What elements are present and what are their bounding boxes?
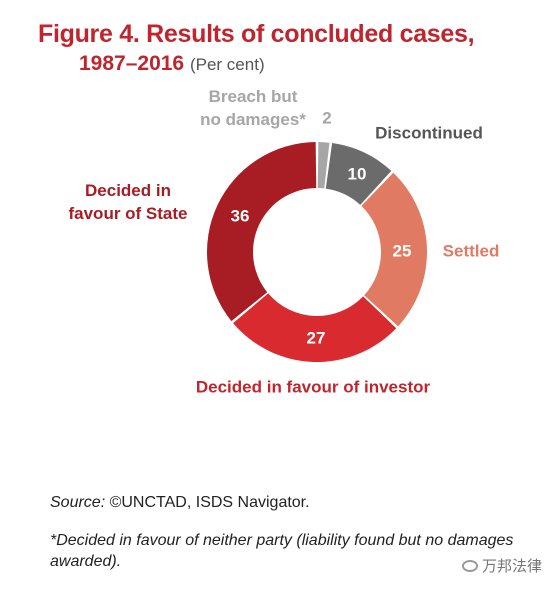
slice-value-2: 25 — [393, 242, 412, 261]
footnote: *Decided in favour of neither party (lia… — [50, 532, 514, 570]
slice-label-line: Settled — [443, 242, 500, 261]
slice-label-3: Decided in favour of investor — [196, 378, 431, 397]
slice-label-4: Decided in favour of State — [68, 181, 187, 223]
slice-value-4: 36 — [231, 207, 250, 226]
watermark: 万邦法律 — [462, 555, 542, 576]
donut-slice-3 — [233, 293, 397, 362]
slice-label-line: Discontinued — [375, 124, 483, 143]
slice-label-1: Discontinued — [375, 124, 483, 143]
slice-label-line: no damages* — [200, 110, 306, 129]
slice-label-line: Breach but — [209, 90, 298, 106]
donut-chart: 2 Breach but no damages* 10 Discontinued 25 Se… — [68, 90, 500, 397]
donut-slice-1 — [325, 143, 392, 205]
chart-period: 1987–2016 — [79, 52, 185, 75]
chart-title: Figure 4. Results of concluded cases, — [38, 20, 475, 48]
slice-label-2: Settled — [443, 242, 500, 261]
source-text: ©UNCTAD, ISDS Navigator. — [105, 494, 310, 511]
slice-label-line: favour of State — [68, 204, 187, 223]
source-note: Source: ©UNCTAD, ISDS Navigator. — [50, 494, 310, 512]
slice-value-0: 2 — [322, 109, 331, 128]
donut-slice-4 — [206, 142, 317, 322]
slice-label-line: Decided in — [85, 181, 171, 200]
slice-value-3: 27 — [307, 329, 326, 348]
source-label: Source: — [50, 494, 106, 511]
slice-value-1: 10 — [348, 165, 367, 184]
donut-slice-0 — [317, 142, 330, 189]
slice-label-line: Decided in favour of investor — [196, 378, 431, 397]
chart-unit: (Per cent) — [189, 55, 265, 74]
chat-icon — [462, 559, 478, 572]
chart-subtitle: 1987–2016 (Per cent) — [79, 52, 265, 76]
slice-label-0: Breach but no damages* — [200, 90, 306, 129]
donut-slice-2 — [361, 172, 427, 327]
watermark-text: 万邦法律 — [482, 557, 543, 575]
